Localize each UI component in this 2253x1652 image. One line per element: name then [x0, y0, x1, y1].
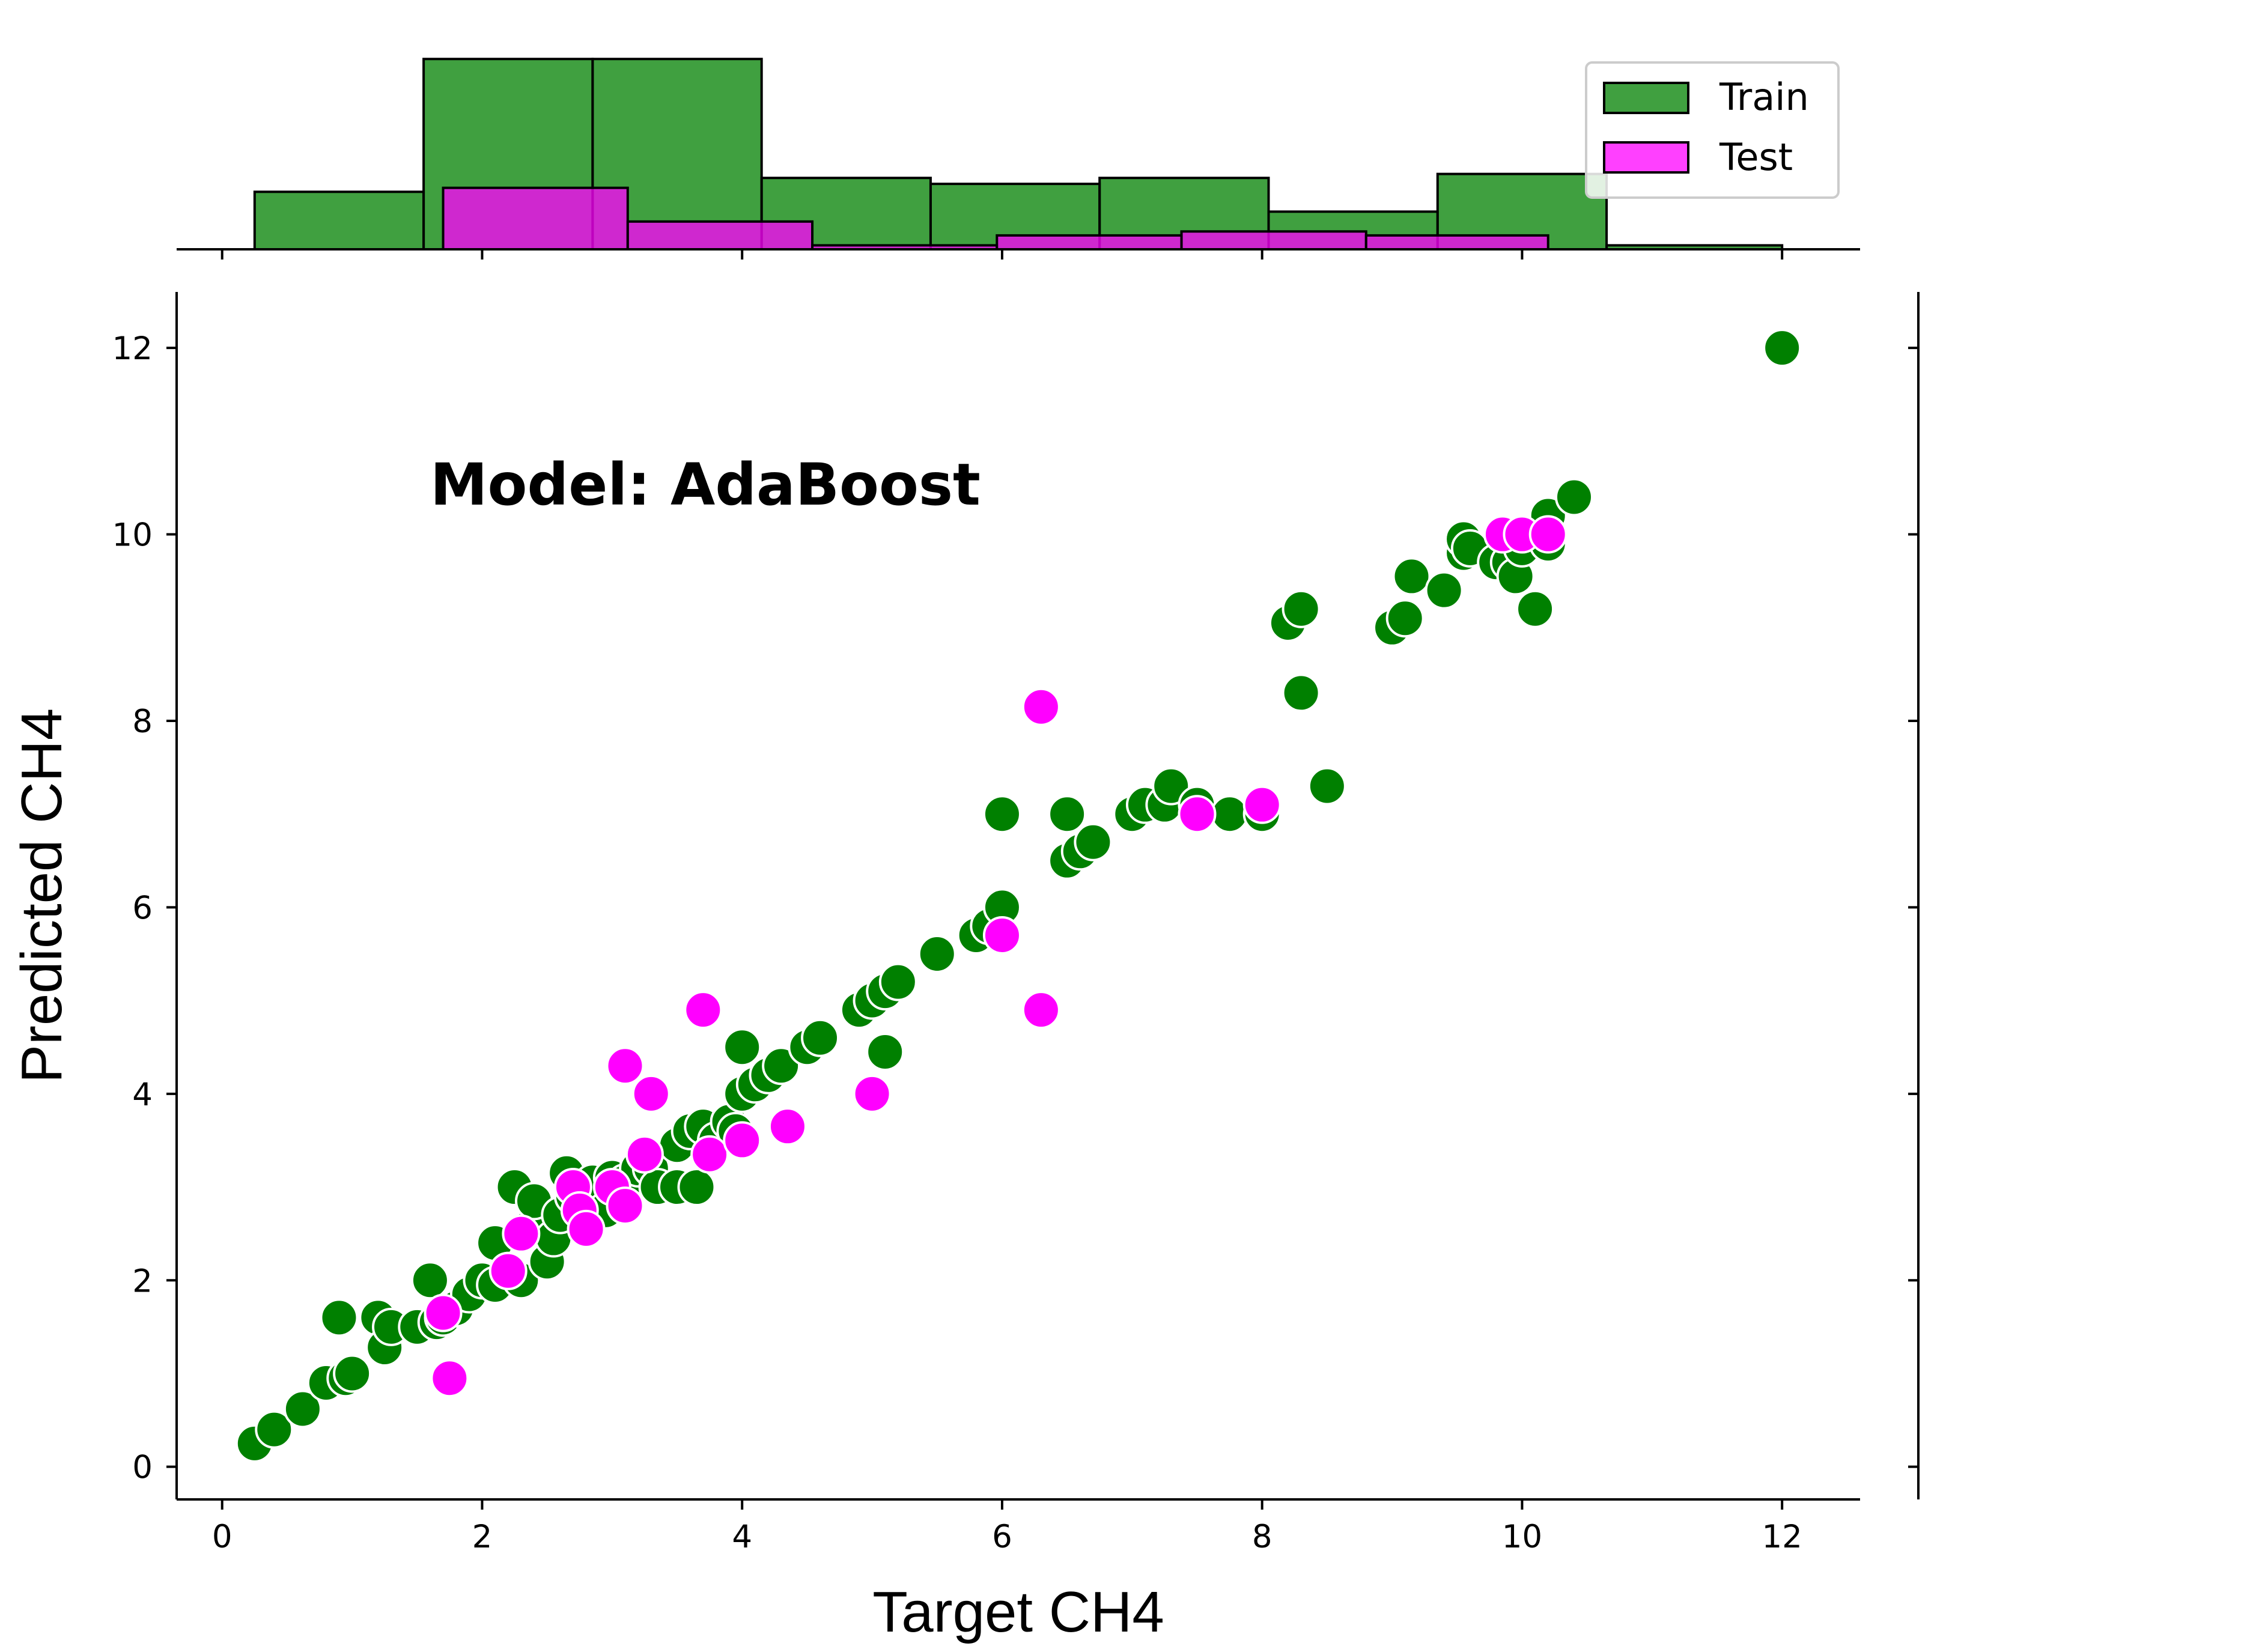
test-point	[982, 916, 1021, 955]
histogram-bar-test	[626, 220, 814, 251]
test-point	[853, 1074, 892, 1113]
series-test	[424, 515, 1567, 1398]
y-tick-label: 12	[112, 330, 153, 367]
legend-swatch-test	[1603, 141, 1689, 174]
x-tick-label: 12	[1762, 1519, 1802, 1555]
train-point	[723, 1028, 762, 1067]
legend-label-train: Train	[1719, 75, 1809, 119]
train-point	[1554, 478, 1593, 517]
train-point	[283, 1389, 322, 1429]
test-point	[502, 1214, 541, 1253]
x-tick-label: 10	[1502, 1519, 1542, 1555]
train-point	[762, 1046, 801, 1086]
test-point	[1021, 991, 1060, 1030]
test-point	[488, 1251, 528, 1290]
test-point	[1528, 515, 1567, 554]
y-tick-label: 6	[132, 890, 153, 926]
x-tick-label: 0	[212, 1519, 233, 1555]
test-point	[768, 1107, 807, 1146]
y-tick-label: 2	[132, 1263, 153, 1299]
test-point	[606, 1186, 645, 1225]
test-point	[1242, 785, 1282, 824]
train-point	[917, 935, 956, 974]
y-axis-title: Predicted CH4	[10, 708, 74, 1083]
x-tick-label: 6	[992, 1519, 1012, 1555]
histogram-bar-test	[442, 186, 629, 251]
x-tick-label: 2	[472, 1519, 493, 1555]
test-point	[424, 1293, 463, 1332]
histogram-bar-test	[1364, 234, 1549, 251]
train-point	[1282, 673, 1321, 712]
model-annotation: Model: AdaBoost	[430, 451, 981, 518]
train-point	[1516, 589, 1555, 628]
marginal-histogram	[253, 58, 1784, 251]
histogram-bar-train	[253, 190, 425, 251]
y-tick-label: 10	[112, 517, 153, 554]
test-point	[723, 1121, 762, 1160]
train-point	[1424, 571, 1464, 610]
legend-label-test: Test	[1719, 135, 1793, 179]
test-point	[684, 991, 723, 1030]
train-point	[1763, 329, 1802, 368]
y-tick-label: 4	[132, 1077, 153, 1113]
y-tick-label: 0	[132, 1450, 153, 1486]
test-point	[690, 1135, 729, 1174]
legend-swatch-train	[1603, 82, 1689, 114]
test-point	[1178, 795, 1217, 834]
train-point	[333, 1354, 372, 1393]
histogram-bar-test	[996, 234, 1183, 251]
histogram-bar-test	[1180, 230, 1367, 251]
train-point	[410, 1261, 449, 1300]
train-point	[255, 1410, 294, 1449]
train-point	[1210, 795, 1249, 834]
test-point	[625, 1135, 664, 1174]
test-point	[1021, 687, 1060, 726]
legend: Train Test	[1585, 61, 1840, 199]
train-point	[866, 1032, 905, 1071]
train-point	[878, 962, 917, 1001]
train-point	[1307, 767, 1346, 806]
test-point	[606, 1046, 645, 1086]
train-point	[1074, 822, 1113, 861]
train-point	[982, 795, 1021, 834]
x-tick-label: 4	[732, 1519, 752, 1555]
test-point	[430, 1359, 469, 1398]
y-tick-label: 8	[132, 703, 153, 740]
right-marginal-ticks	[1908, 347, 1918, 1468]
train-point	[1385, 599, 1424, 638]
histogram-x-ticks	[220, 249, 1784, 260]
x-axis-ticks: 0 2 4 6 8 10 12	[212, 1499, 1802, 1555]
train-point	[320, 1298, 359, 1337]
train-point	[1282, 589, 1321, 628]
train-point	[801, 1018, 840, 1057]
test-point	[567, 1209, 606, 1248]
y-axis-ticks: 0 2 4 6 8 10 12	[112, 330, 177, 1486]
train-point	[1152, 767, 1191, 806]
train-point	[1048, 795, 1087, 834]
x-tick-label: 8	[1252, 1519, 1272, 1555]
train-point	[1392, 557, 1431, 596]
x-axis-title: Target CH4	[872, 1580, 1164, 1644]
train-point	[677, 1168, 716, 1207]
test-point	[631, 1074, 670, 1113]
